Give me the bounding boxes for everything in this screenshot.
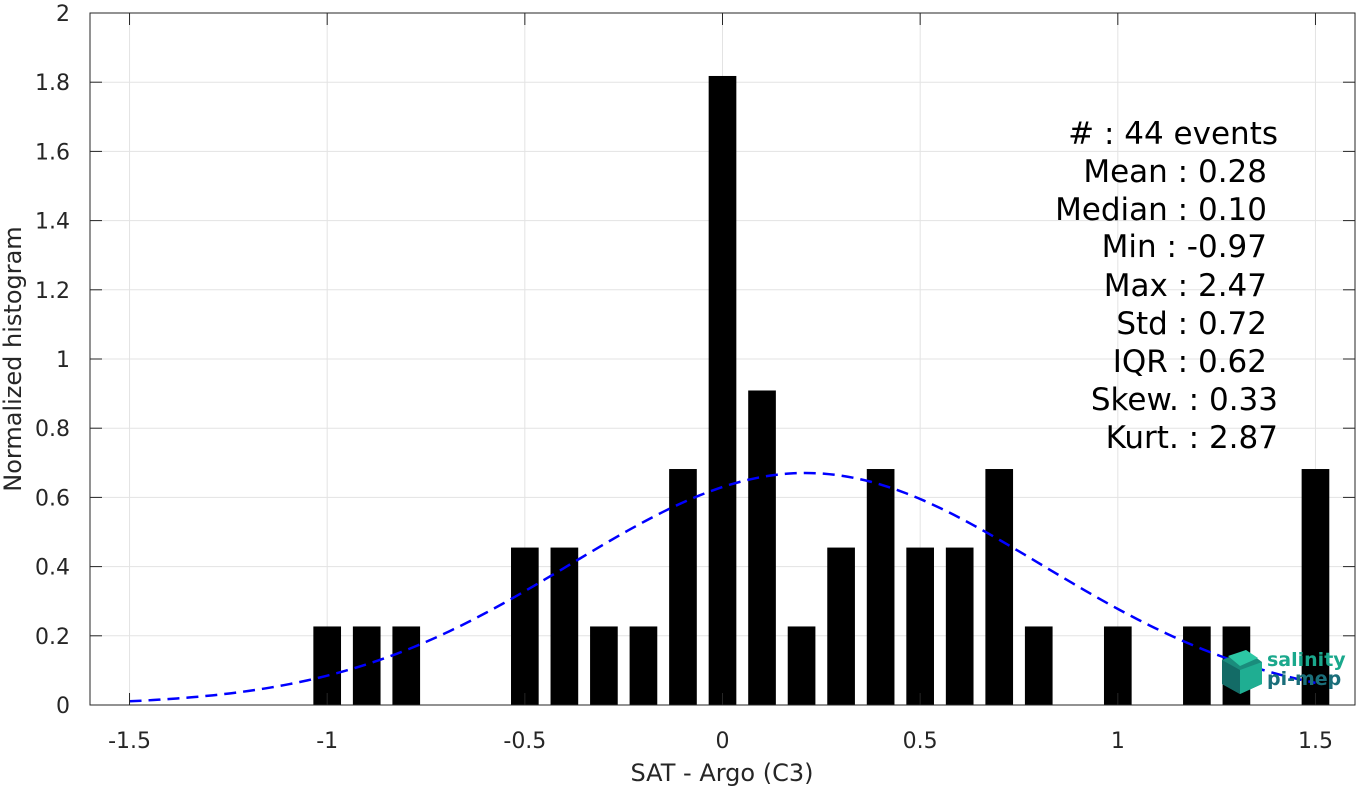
y-tick-label: 1.4 bbox=[35, 210, 70, 235]
histogram-bar bbox=[827, 547, 855, 705]
histogram-bar bbox=[629, 626, 658, 705]
y-tick-labels: 0 0.2 0.4 0.6 0.8 1 1.2 1.4 1.6 1.8 2 bbox=[35, 2, 70, 719]
histogram-bar bbox=[906, 547, 934, 705]
salinity-pimep-logo: salinity pi-mep bbox=[1222, 649, 1346, 694]
y-tick-label: 1.8 bbox=[35, 71, 70, 96]
normal-fit-curve bbox=[129, 471, 1316, 703]
x-tick-label: -1.5 bbox=[108, 729, 151, 754]
x-tick-label: 0.5 bbox=[903, 729, 938, 754]
y-axis-label: Normalized histogram bbox=[0, 226, 27, 491]
histogram-bar bbox=[945, 547, 974, 705]
stat-iqr: IQR : 0.62 bbox=[1113, 344, 1267, 380]
histogram-bar bbox=[352, 626, 381, 705]
stat-std: Std : 0.72 bbox=[1116, 306, 1267, 342]
y-tick-label: 1.2 bbox=[35, 279, 70, 304]
histogram-bar bbox=[550, 547, 579, 705]
histogram-bar bbox=[1024, 626, 1053, 705]
stat-kurt: Kurt. : 2.87 bbox=[1106, 420, 1278, 456]
histogram-bar bbox=[669, 469, 697, 705]
y-tick-label: 0.6 bbox=[35, 486, 70, 511]
histogram-bar bbox=[708, 75, 737, 706]
logo-text-salinity: salinity bbox=[1267, 649, 1346, 671]
histogram-bar bbox=[511, 547, 539, 705]
stat-max: Max : 2.47 bbox=[1104, 268, 1267, 304]
stat-events: # : 44 events bbox=[1068, 116, 1278, 152]
y-tick-label: 2 bbox=[56, 2, 70, 27]
x-tick-label: 0 bbox=[716, 729, 730, 754]
x-tick-label: 1.5 bbox=[1298, 729, 1333, 754]
histogram-bar bbox=[1301, 469, 1330, 705]
x-tick-label: 1 bbox=[1111, 729, 1125, 754]
y-tick-label: 1.6 bbox=[35, 140, 70, 165]
cube-logo-icon bbox=[1222, 650, 1262, 694]
y-tick-label: 0 bbox=[56, 694, 70, 719]
histogram-bar bbox=[985, 469, 1014, 705]
stat-skew: Skew. : 0.33 bbox=[1091, 382, 1278, 418]
histogram-bar bbox=[866, 469, 895, 705]
histogram-bar bbox=[392, 626, 421, 705]
y-tick-label: 1 bbox=[56, 348, 70, 373]
histogram-bar bbox=[590, 626, 618, 705]
statistics-panel: # : 44 events Mean : 0.28 Median : 0.10 … bbox=[1055, 116, 1278, 456]
y-tick-label: 0.8 bbox=[35, 417, 70, 442]
logo-text-pimep: pi-mep bbox=[1267, 668, 1341, 690]
y-tick-label: 0.2 bbox=[35, 625, 70, 650]
histogram-bar bbox=[1103, 626, 1132, 705]
stat-median: Median : 0.10 bbox=[1055, 192, 1267, 228]
histogram-bar bbox=[748, 390, 776, 705]
x-tick-label: -0.5 bbox=[503, 729, 546, 754]
x-axis-label: SAT - Argo (C3) bbox=[631, 759, 814, 787]
histogram-bar bbox=[787, 626, 816, 705]
axis-ticks bbox=[90, 12, 1355, 706]
x-tick-labels: -1.5 -1 -0.5 0 0.5 1 1.5 bbox=[108, 729, 1333, 754]
histogram-bars bbox=[313, 75, 1330, 706]
histogram-bar bbox=[313, 626, 342, 705]
x-tick-label: -1 bbox=[316, 729, 338, 754]
stat-mean: Mean : 0.28 bbox=[1083, 154, 1267, 190]
y-tick-label: 0.4 bbox=[35, 556, 70, 581]
stat-min: Min : -0.97 bbox=[1102, 229, 1267, 265]
histogram-bar bbox=[1183, 626, 1211, 705]
